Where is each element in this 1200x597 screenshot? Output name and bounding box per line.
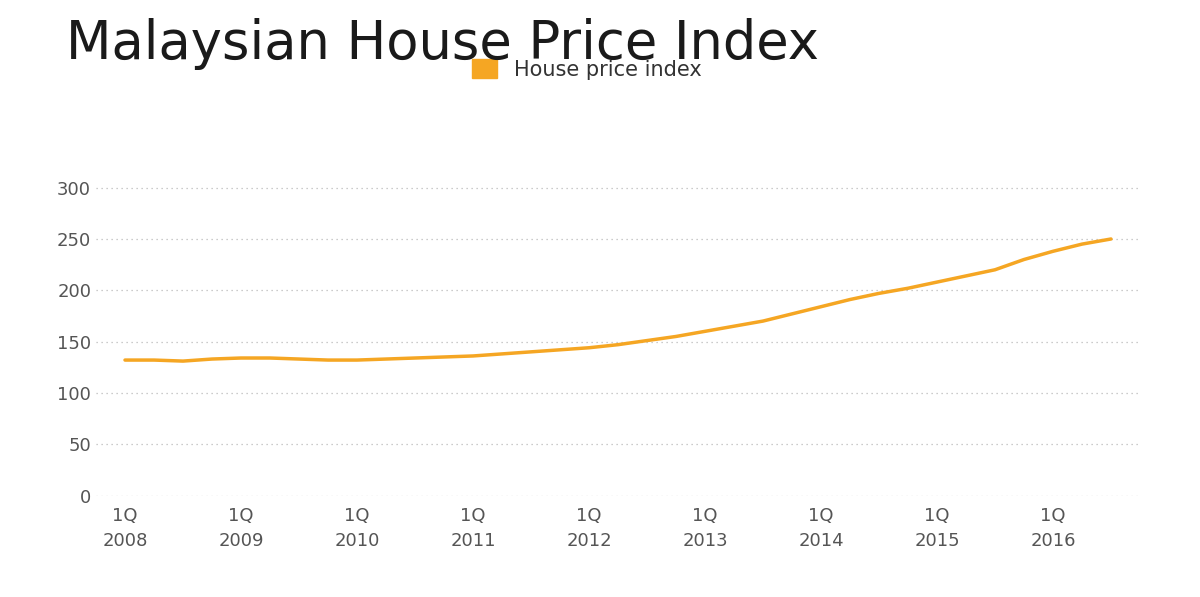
Legend: House price index: House price index	[466, 53, 708, 86]
Text: Malaysian House Price Index: Malaysian House Price Index	[66, 18, 818, 70]
